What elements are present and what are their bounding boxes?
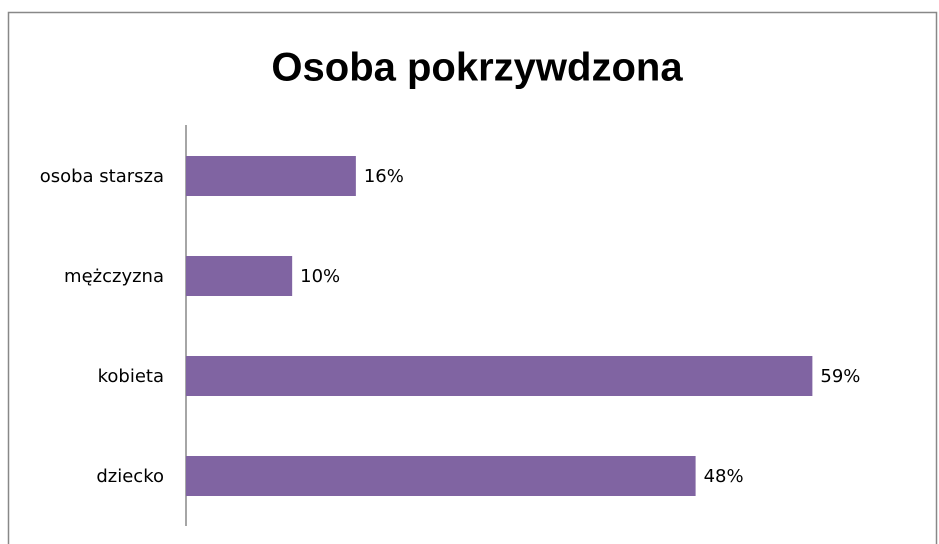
chart-title: Osoba pokrzywdzona	[271, 46, 683, 90]
data-label: 48%	[704, 466, 744, 487]
data-label: 10%	[300, 266, 340, 287]
chart-frame	[7, 11, 938, 544]
y-tick-label: kobieta	[98, 366, 164, 387]
y-tick-label: osoba starsza	[40, 166, 164, 187]
bar	[186, 456, 696, 496]
bar	[186, 356, 813, 396]
bar	[186, 156, 356, 196]
bar	[186, 256, 293, 296]
data-label: 16%	[364, 166, 404, 187]
y-tick-label: mężczyzna	[64, 266, 164, 287]
y-tick-label: dziecko	[96, 466, 164, 487]
data-label: 59%	[820, 366, 860, 387]
